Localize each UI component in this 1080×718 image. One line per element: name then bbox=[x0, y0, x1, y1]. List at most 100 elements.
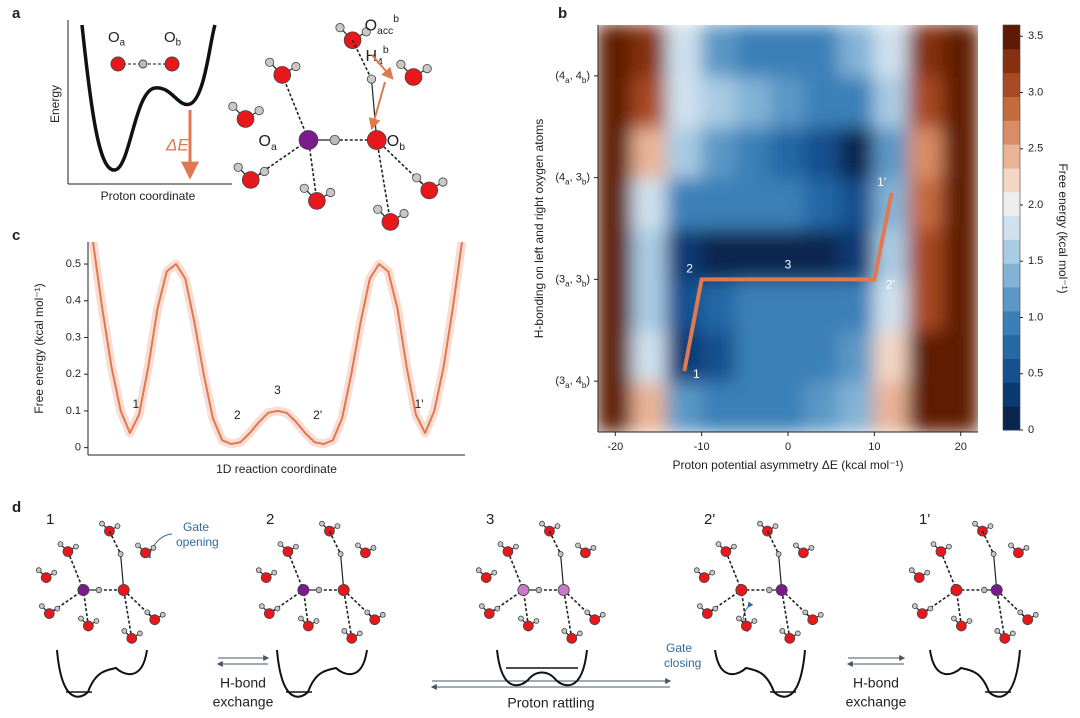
atom bbox=[126, 632, 138, 644]
atom bbox=[396, 59, 406, 70]
heatmap-cell bbox=[873, 25, 910, 77]
atom bbox=[95, 586, 103, 594]
axis-label: Free energy (kcal mol⁻¹) bbox=[32, 283, 46, 413]
atom bbox=[373, 204, 383, 214]
heatmap-cell bbox=[769, 125, 807, 179]
atom bbox=[335, 23, 345, 33]
atom-label: Oa bbox=[259, 133, 277, 152]
atom bbox=[99, 520, 105, 527]
atom-subscript: 4 bbox=[377, 57, 383, 68]
atom bbox=[337, 551, 344, 557]
atom bbox=[265, 57, 275, 67]
heatmap-cell bbox=[942, 25, 978, 77]
atom-superscript: b bbox=[383, 45, 389, 56]
atom bbox=[282, 546, 294, 557]
heatmap-cell bbox=[804, 278, 841, 332]
atom bbox=[315, 586, 323, 594]
atom bbox=[228, 101, 238, 112]
heatmap-cell bbox=[598, 329, 634, 383]
hbond bbox=[287, 551, 305, 591]
colorbar-tick-label: 3.5 bbox=[1028, 30, 1043, 42]
hbond bbox=[82, 589, 90, 627]
atom bbox=[793, 542, 799, 549]
atom-symbol: O bbox=[164, 29, 176, 46]
atom bbox=[297, 584, 310, 596]
colorbar-swatch bbox=[1003, 287, 1020, 312]
heatmap-cell bbox=[838, 25, 876, 77]
hbond bbox=[766, 530, 780, 555]
atom bbox=[736, 615, 742, 622]
atom bbox=[356, 630, 363, 637]
atom bbox=[159, 611, 166, 618]
heatmap-cell bbox=[598, 74, 634, 128]
atom bbox=[580, 547, 591, 559]
colorbar-tick-label: 1.5 bbox=[1028, 255, 1043, 267]
colorbar-swatch bbox=[1003, 144, 1020, 169]
atom bbox=[135, 542, 141, 549]
colorbar-swatch bbox=[1003, 382, 1020, 407]
heatmap-cell bbox=[700, 227, 738, 281]
colorbar-label: Free energy (kcal mol⁻¹) bbox=[1056, 163, 1070, 293]
path-label: 2 bbox=[686, 262, 693, 276]
step-label: H-bond bbox=[220, 675, 266, 691]
bond bbox=[560, 553, 565, 591]
atom-subscript: a bbox=[120, 37, 126, 48]
colorbar-swatch bbox=[1003, 310, 1020, 336]
heatmap-cell bbox=[700, 176, 738, 230]
atom bbox=[757, 520, 763, 527]
atom bbox=[138, 59, 148, 69]
heatmap-cell bbox=[735, 329, 772, 383]
atom bbox=[54, 605, 61, 612]
atom bbox=[930, 541, 937, 548]
axis-label: 1D reaction coordinate bbox=[216, 462, 337, 476]
colorbar-tick-label: 3.0 bbox=[1028, 86, 1043, 98]
atom bbox=[784, 632, 796, 644]
atom bbox=[911, 603, 918, 610]
heatmap-cell bbox=[700, 278, 738, 332]
heatmap-cell bbox=[598, 25, 634, 77]
atom bbox=[972, 520, 978, 527]
atom bbox=[274, 605, 281, 612]
path-label: 1' bbox=[877, 175, 886, 189]
atom bbox=[539, 520, 545, 527]
heatmap-cell bbox=[631, 278, 669, 332]
atom bbox=[557, 551, 564, 557]
atom bbox=[114, 523, 121, 530]
heatmap-cell bbox=[838, 278, 876, 332]
heatmap-cell bbox=[666, 176, 703, 230]
heatmap-cell bbox=[838, 380, 876, 432]
atom bbox=[561, 628, 568, 634]
atom bbox=[164, 56, 180, 72]
atom bbox=[802, 609, 809, 616]
hbond bbox=[342, 589, 353, 639]
atom bbox=[735, 584, 748, 596]
heatmap-cell bbox=[907, 125, 945, 179]
point-label: 1 bbox=[133, 397, 140, 411]
atom bbox=[399, 208, 409, 219]
x-tick-label: 20 bbox=[955, 441, 967, 453]
atom bbox=[259, 166, 269, 177]
atom bbox=[299, 183, 309, 193]
atom bbox=[355, 542, 361, 549]
atom bbox=[379, 611, 386, 618]
heatmap-cell bbox=[873, 74, 910, 128]
heatmap-cell bbox=[907, 227, 945, 281]
hbond bbox=[940, 551, 958, 591]
atom bbox=[273, 66, 292, 84]
gate-label: Gate bbox=[666, 641, 692, 655]
heatmap-cell bbox=[735, 25, 772, 77]
atom bbox=[43, 608, 55, 619]
atom bbox=[483, 608, 495, 619]
heatmap-cell bbox=[907, 25, 945, 77]
potential-well bbox=[714, 649, 806, 698]
heatmap-cell bbox=[838, 125, 876, 179]
hbond bbox=[302, 589, 310, 627]
atom bbox=[334, 523, 341, 530]
atom bbox=[62, 546, 74, 557]
path-label: 3 bbox=[785, 258, 792, 272]
atom bbox=[584, 609, 591, 616]
hbond bbox=[507, 551, 525, 591]
hbond bbox=[725, 551, 743, 591]
atom bbox=[798, 547, 809, 559]
heatmap-cell bbox=[631, 380, 669, 432]
